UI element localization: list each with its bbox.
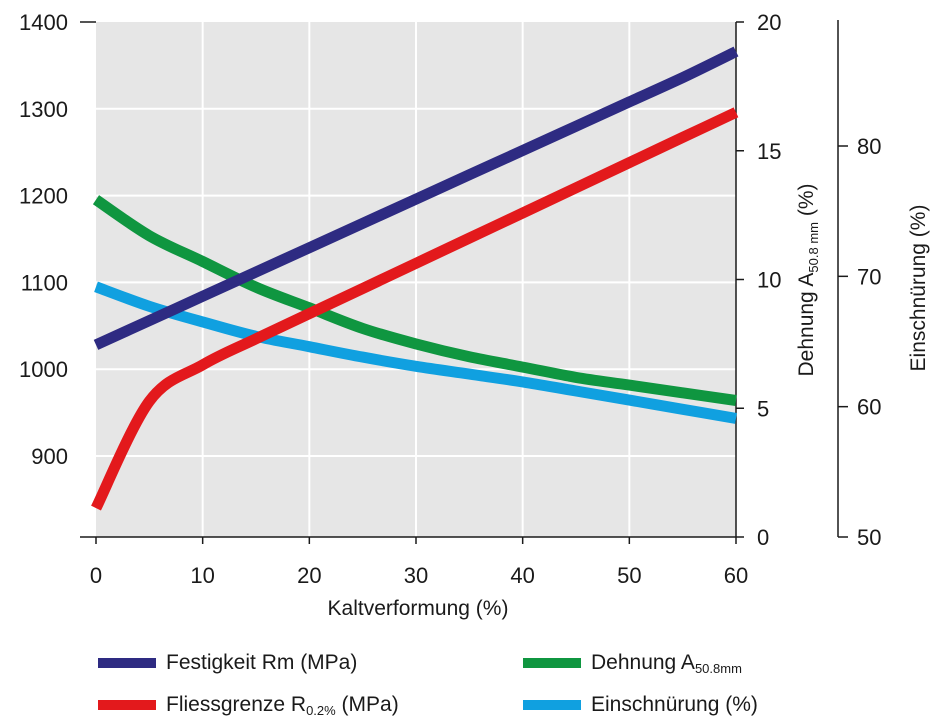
right-axis-1-title-end: (%): [795, 183, 818, 222]
x-tick-label: 20: [297, 563, 321, 588]
left-y-tick-label: 1300: [19, 97, 68, 122]
x-tick-label: 40: [510, 563, 534, 588]
right-axis-1-title-sub: 50.8 mm: [806, 222, 821, 273]
legend: Festigkeit Rm (MPa) Fliessgrenze R0.2% (…: [0, 640, 936, 722]
legend-swatch-fliessgrenze: [98, 700, 156, 710]
x-tick-label: 10: [190, 563, 214, 588]
x-tick-label: 50: [617, 563, 641, 588]
grid: [96, 22, 736, 537]
chart: 0 10 20 30 40 50 60 900 1000 1100 1200 1300 1400 0 5 10…: [19, 10, 930, 620]
left-y-tick-label: 1000: [19, 357, 68, 382]
series-lines: [91, 46, 739, 511]
right-axis-1-title: Dehnung A50.8 mm (%): [795, 183, 821, 376]
legend-item-fliessgrenze: Fliessgrenze R0.2% (MPa): [98, 690, 399, 720]
x-tick-label: 30: [404, 563, 428, 588]
legend-label-festigkeit: Festigkeit Rm (MPa): [166, 651, 358, 674]
right-2-tick-label: 80: [857, 134, 881, 159]
legend-item-dehnung: Dehnung A50.8mm: [523, 648, 742, 678]
legend-swatch-dehnung: [523, 658, 581, 668]
left-y-tick-label: 1400: [19, 10, 68, 35]
svg-text:Dehnung A50.8 mm (%): Dehnung A50.8 mm (%): [795, 183, 821, 376]
right-1-tick-label: 5: [757, 396, 769, 421]
right-1-tick-label: 20: [757, 10, 781, 35]
legend-label-dehnung: Dehnung A50.8mm: [591, 651, 742, 676]
series-fliessgrenze: [91, 107, 739, 511]
legend-label-fliessgrenze: Fliessgrenze R0.2% (MPa): [166, 693, 399, 718]
legend-swatch-festigkeit: [98, 658, 156, 668]
series-festigkeit: [93, 46, 739, 350]
legend-item-einschnuerung: Einschnürung (%): [523, 690, 758, 720]
right-1-tick-label: 15: [757, 139, 781, 164]
left-y-tick-label: 1200: [19, 184, 68, 209]
legend-label-einschnuerung: Einschnürung (%): [591, 693, 758, 716]
axes: [80, 20, 848, 544]
legend-swatch-einschnuerung: [523, 700, 581, 710]
series-dehnung: [92, 195, 737, 406]
x-axis-title: Kaltverformung (%): [328, 597, 509, 620]
tick-labels: 0 10 20 30 40 50 60 900 1000 1100 1200 1300 1400 0 5 10…: [19, 10, 881, 588]
left-y-tick-label: 900: [31, 444, 68, 469]
left-y-tick-label: 1100: [21, 270, 68, 295]
right-1-tick-label: 0: [757, 525, 769, 550]
right-axis-1-title-main: Dehnung A: [795, 273, 818, 377]
right-2-tick-label: 50: [857, 525, 881, 550]
right-axis-2-title: Einschnürung (%): [907, 205, 930, 372]
right-2-tick-label: 60: [857, 395, 881, 420]
right-1-tick-label: 10: [757, 268, 781, 293]
series-einschnuerung: [94, 281, 737, 424]
x-tick-label: 0: [90, 563, 102, 588]
right-2-tick-label: 70: [857, 264, 881, 289]
x-tick-label: 60: [724, 563, 748, 588]
legend-item-festigkeit: Festigkeit Rm (MPa): [98, 648, 357, 678]
